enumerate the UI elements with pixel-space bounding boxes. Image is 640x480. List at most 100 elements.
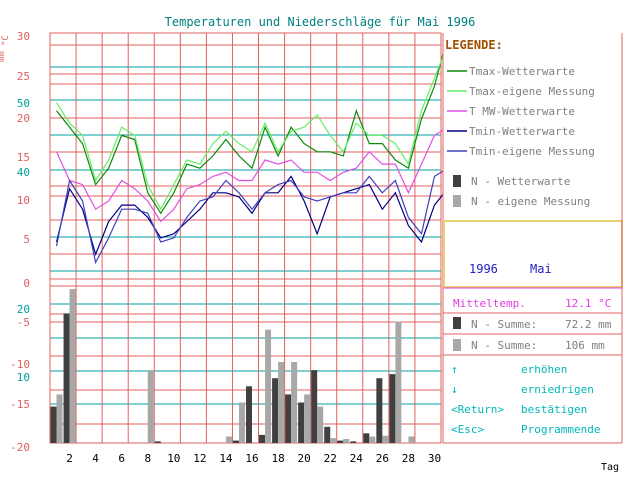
x-tick-label: 8 — [144, 452, 151, 465]
lower-tick-label: -15 — [10, 398, 30, 411]
lower-tick-label: -10 — [10, 358, 30, 371]
legend-line-label: Tmax-eigene Messung — [469, 85, 595, 98]
precip-bar-wetterwarte — [337, 440, 344, 443]
precip-bar-eigene — [225, 436, 232, 443]
legend-bar-label: N - Wetterwarte — [471, 175, 570, 188]
sum2-label: N - Summe: — [471, 339, 537, 352]
temp-tick-label: 10 — [17, 194, 30, 207]
precip-bar-wetterwarte — [389, 374, 396, 443]
precip-bar-eigene — [395, 321, 402, 443]
unit-celsius-label: °C — [1, 35, 11, 46]
legend-panel — [443, 33, 622, 220]
precip-bar-eigene — [343, 438, 350, 443]
precip-bar-wetterwarte — [350, 441, 357, 443]
precip-bar-wetterwarte — [246, 386, 253, 443]
sum2-swatch — [453, 339, 461, 351]
control-action: erniedrigen — [521, 383, 594, 396]
unit-mm-label: mm — [0, 51, 7, 62]
precip-bar-eigene — [238, 402, 245, 443]
legend-line-label: Tmin-Wetterwarte — [469, 125, 575, 138]
precip-bar-wetterwarte — [259, 434, 266, 443]
precip-bar-wetterwarte — [363, 433, 370, 443]
precip-bar-wetterwarte — [285, 394, 292, 443]
precip-bar-wetterwarte — [154, 441, 161, 443]
precip-tick-label: 10 — [17, 371, 30, 384]
x-tick-label: 14 — [219, 452, 233, 465]
x-tick-label: 2 — [66, 452, 73, 465]
precip-bar-eigene — [147, 370, 154, 443]
precip-tick-label: 20 — [17, 303, 30, 316]
precip-bar-eigene — [408, 436, 415, 443]
line-tmin-eigene — [55, 167, 448, 265]
legend-bar-label: N - eigene Messung — [471, 195, 590, 208]
legend-line-label: Tmax-Wetterwarte — [469, 65, 575, 78]
precip-bar-eigene — [304, 394, 311, 443]
x-tick-label: 18 — [271, 452, 284, 465]
date-box — [443, 220, 623, 288]
control-action: Programmende — [521, 423, 600, 436]
precip-bar-eigene — [330, 438, 337, 443]
precip-bar-eigene — [69, 289, 76, 443]
precip-bar-eigene — [56, 394, 63, 443]
precip-bar-wetterwarte — [311, 370, 318, 443]
sum2-value: 106 mm — [565, 339, 605, 352]
precip-bar-eigene — [278, 362, 285, 443]
x-tick-label: 24 — [350, 452, 364, 465]
precip-bar-eigene — [369, 436, 376, 443]
temp-tick-label: 20 — [17, 112, 30, 125]
x-tick-label: 26 — [376, 452, 389, 465]
legend-bar-swatch — [453, 195, 461, 207]
temp-tick-label: 25 — [17, 70, 30, 83]
x-tick-label: 16 — [245, 452, 258, 465]
chart-title: Temperaturen und Niederschläge für Mai 1… — [165, 15, 476, 29]
control-key: ↓ — [451, 383, 458, 396]
line-tmax-eigene — [56, 44, 449, 211]
mean-temp-value: 12.1 °C — [565, 297, 611, 310]
x-tick-label: 20 — [298, 452, 311, 465]
temp-tick-label: 15 — [17, 151, 30, 164]
x-tick-label: 12 — [193, 452, 206, 465]
line-tmax-wetterwarte — [56, 36, 449, 215]
precip-bar-wetterwarte — [298, 402, 305, 443]
control-key: <Return> — [451, 403, 504, 416]
precip-tick-label: 50 — [17, 97, 30, 110]
precip-bar-wetterwarte — [324, 426, 331, 443]
x-axis-label: Tag — [601, 462, 619, 473]
x-tick-label: 6 — [118, 452, 125, 465]
precip-bar-wetterwarte — [50, 406, 57, 443]
sum1-value: 72.2 mm — [565, 318, 612, 331]
legend-line-label: Tmin-eigene Messung — [469, 145, 595, 158]
x-tick-label: 10 — [167, 452, 180, 465]
precip-bar-wetterwarte — [376, 378, 383, 443]
legend-line-label: T MW-Wetterwarte — [469, 105, 575, 118]
precip-bar-wetterwarte — [63, 313, 70, 443]
date-year: 1996 — [469, 262, 498, 276]
sum1-swatch — [453, 317, 461, 329]
temp-tick-label: 30 — [17, 30, 30, 43]
lower-tick-label: -5 — [17, 316, 30, 329]
date-month: Mai — [530, 262, 552, 276]
legend-bar-swatch — [453, 175, 461, 187]
precip-bar-eigene — [291, 362, 298, 443]
precip-bar-wetterwarte — [272, 378, 279, 443]
precip-bar-eigene — [317, 406, 324, 443]
x-tick-label: 4 — [92, 452, 99, 465]
precip-bar-eigene — [382, 435, 389, 443]
legend-heading: LEGENDE: — [445, 38, 503, 52]
temp-tick-label: 5 — [23, 233, 30, 246]
lower-tick-label: -20 — [10, 441, 30, 454]
control-key: <Esc> — [451, 423, 484, 436]
plot-frame — [49, 32, 442, 444]
precip-tick-label: 40 — [17, 166, 30, 179]
line-tmw-wetterwarte — [55, 126, 448, 223]
sum1-label: N - Summe: — [471, 318, 537, 331]
control-action: erhöhen — [521, 363, 567, 376]
x-tick-label: 22 — [324, 452, 337, 465]
control-action: bestätigen — [521, 403, 587, 416]
x-tick-label: 30 — [428, 452, 441, 465]
precip-bar-wetterwarte — [232, 440, 239, 443]
mean-temp-label: Mitteltemp. — [453, 297, 526, 310]
temp-tick-label: 0 — [23, 277, 30, 290]
line-tmin-wetterwarte — [55, 175, 448, 257]
